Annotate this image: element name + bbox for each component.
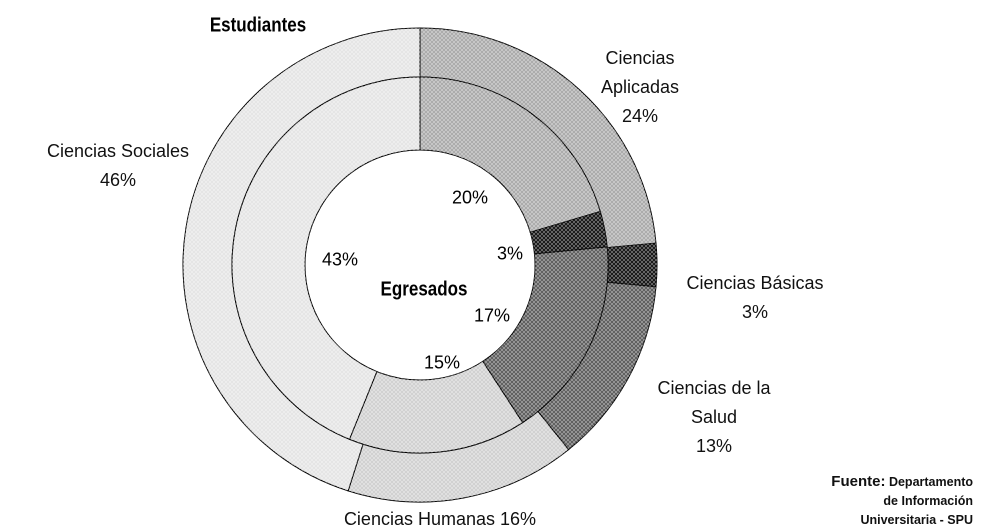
category-label: Ciencias Aplicadas xyxy=(600,48,680,97)
outer-label: Ciencias Sociales 46% xyxy=(18,137,218,195)
outer-label: Ciencias Humanas 16% xyxy=(290,505,590,530)
slice-texture xyxy=(420,77,601,233)
slice-texture xyxy=(232,77,420,440)
value-label: 3% xyxy=(741,302,768,322)
slice-texture xyxy=(607,243,657,287)
inner-value-label: 20% xyxy=(451,187,489,208)
outer-label: Ciencias Aplicadas 24% xyxy=(585,44,695,131)
source-label: Fuente: xyxy=(831,473,886,490)
inner-value-label: 15% xyxy=(423,352,461,373)
category-label: Ciencias Sociales xyxy=(46,141,190,161)
inner-series-title: Egresados xyxy=(380,278,468,301)
category-label: Ciencias de la Salud xyxy=(657,378,771,427)
outer-label: Ciencias Básicas 3% xyxy=(655,269,855,327)
slice-texture xyxy=(182,28,420,491)
inner-value-label: 17% xyxy=(473,305,511,326)
value-label: 46% xyxy=(99,170,137,190)
slice-texture xyxy=(482,246,608,423)
slice-texture xyxy=(420,28,656,248)
slice-texture xyxy=(537,282,656,450)
outer-series-title: Estudiantes xyxy=(209,14,307,37)
slice-texture xyxy=(530,211,608,254)
category-label: Ciencias Humanas xyxy=(343,509,496,529)
value-label: 13% xyxy=(695,436,733,456)
source: Fuente: Departamento de Información Univ… xyxy=(823,472,973,530)
inner-value-label: 43% xyxy=(321,249,359,270)
slice-texture xyxy=(348,411,569,502)
value-label: 24% xyxy=(621,106,659,126)
inner-value-label: 3% xyxy=(496,243,524,264)
outer-label: Ciencias de la Salud 13% xyxy=(639,374,789,461)
source-text: Departamento de Información Universitari… xyxy=(860,475,973,527)
category-label: Ciencias Básicas xyxy=(686,273,824,293)
value-label: 16% xyxy=(500,509,537,529)
slice-texture xyxy=(349,361,523,453)
